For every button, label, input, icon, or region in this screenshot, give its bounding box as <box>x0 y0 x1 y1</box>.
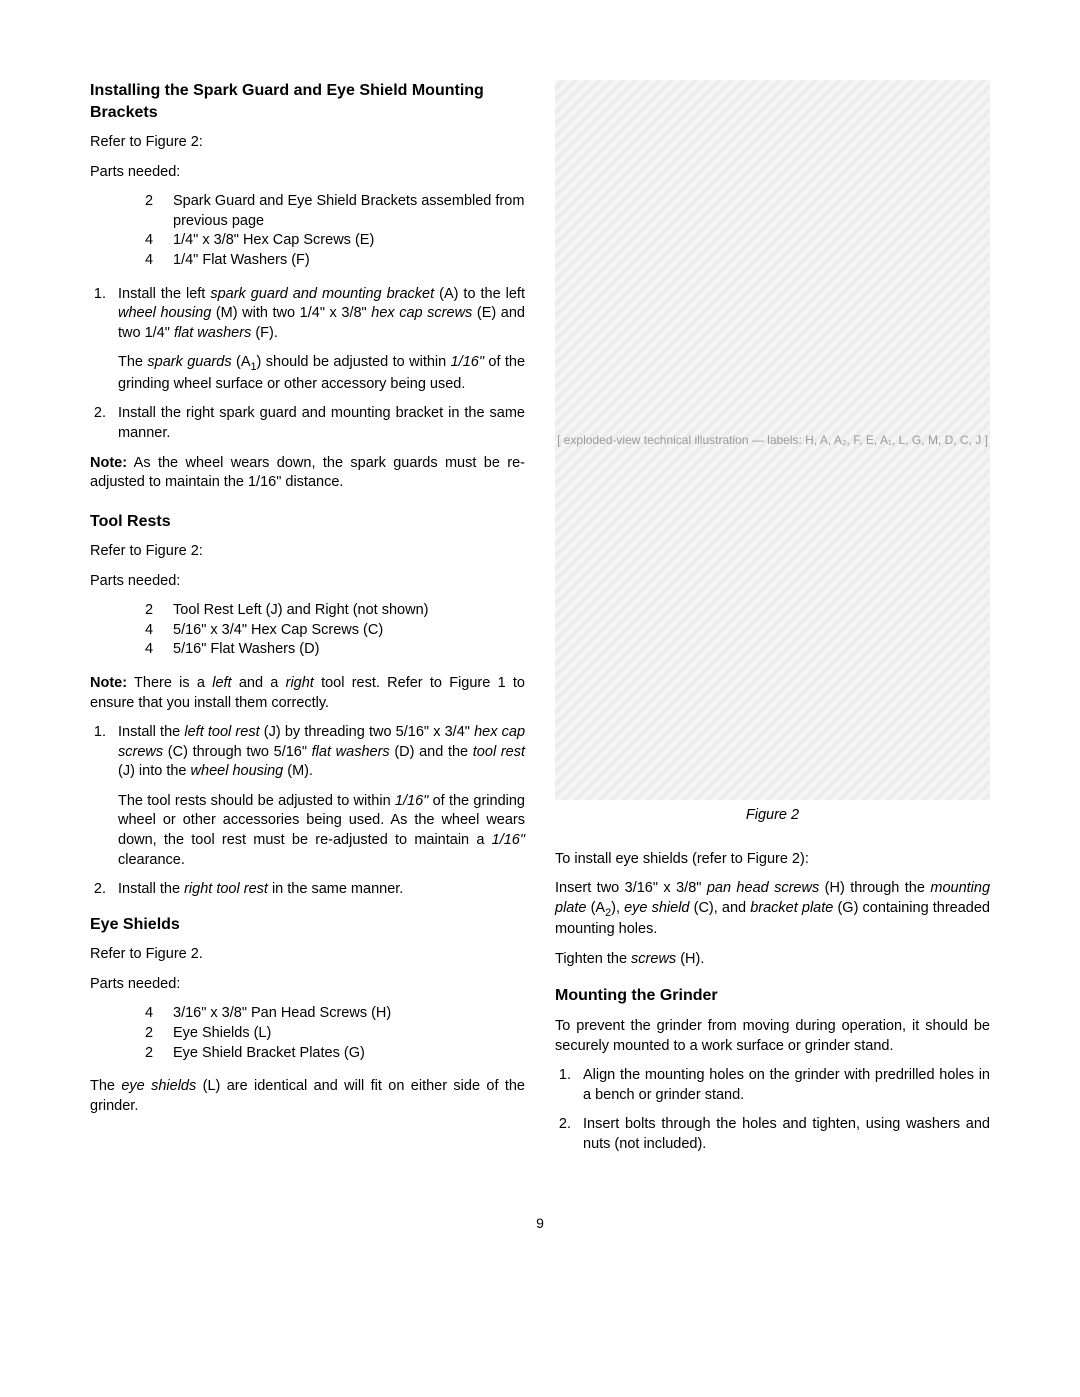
part-qty: 2 <box>145 192 173 231</box>
refer-text: Refer to Figure 2: <box>90 133 525 153</box>
step-item: Insert bolts through the holes and tight… <box>575 1115 990 1154</box>
parts-list-spark-guard: 2Spark Guard and Eye Shield Brackets ass… <box>90 192 525 270</box>
page-number: 9 <box>90 1214 990 1233</box>
part-desc: Eye Shields (L) <box>173 1024 271 1044</box>
part-desc: Eye Shield Bracket Plates (G) <box>173 1044 365 1064</box>
part-desc: Spark Guard and Eye Shield Brackets asse… <box>173 192 525 231</box>
step-text: Install the left spark guard and mountin… <box>118 286 525 341</box>
step-sub: The tool rests should be adjusted to wit… <box>118 792 525 870</box>
part-qty: 4 <box>145 621 173 641</box>
note-text: Note: As the wheel wears down, the spark… <box>90 454 525 493</box>
part-qty: 2 <box>145 1044 173 1064</box>
step-item: Install the right tool rest in the same … <box>110 880 525 900</box>
part-desc: Tool Rest Left (J) and Right (not shown) <box>173 601 428 621</box>
step-item: Install the left tool rest (J) by thread… <box>110 723 525 870</box>
parts-needed-label: Parts needed: <box>90 163 525 183</box>
heading-mounting-grinder: Mounting the Grinder <box>555 985 990 1007</box>
step-text: Install the right tool rest in the same … <box>118 881 403 897</box>
part-qty: 4 <box>145 231 173 251</box>
part-desc: 3/16" x 3/8" Pan Head Screws (H) <box>173 1004 391 1024</box>
part-desc: 5/16" Flat Washers (D) <box>173 640 319 660</box>
refer-text: Refer to Figure 2: <box>90 542 525 562</box>
note-text: Note: There is a left and a right tool r… <box>90 674 525 713</box>
heading-tool-rests: Tool Rests <box>90 511 525 533</box>
part-qty: 4 <box>145 640 173 660</box>
part-desc: 5/16" x 3/4" Hex Cap Screws (C) <box>173 621 383 641</box>
figure-caption: Figure 2 <box>555 806 990 826</box>
body-text: Insert two 3/16" x 3/8" pan head screws … <box>555 879 990 940</box>
heading-eye-shields: Eye Shields <box>90 914 525 936</box>
step-text: Install the right spark guard and mounti… <box>118 405 525 441</box>
body-text: To install eye shields (refer to Figure … <box>555 850 990 870</box>
step-item: Align the mounting holes on the grinder … <box>575 1066 990 1105</box>
step-text: Align the mounting holes on the grinder … <box>583 1067 990 1103</box>
part-qty: 4 <box>145 1004 173 1024</box>
heading-spark-guard: Installing the Spark Guard and Eye Shiel… <box>90 80 525 123</box>
parts-needed-label: Parts needed: <box>90 572 525 592</box>
step-sub: The spark guards (A1) should be adjusted… <box>118 353 525 394</box>
parts-needed-label: Parts needed: <box>90 975 525 995</box>
step-text: Insert bolts through the holes and tight… <box>583 1116 990 1152</box>
part-qty: 2 <box>145 601 173 621</box>
refer-text: Refer to Figure 2. <box>90 945 525 965</box>
step-item: Install the left spark guard and mountin… <box>110 285 525 395</box>
parts-list-tool-rests: 2Tool Rest Left (J) and Right (not shown… <box>90 601 525 660</box>
step-text: Install the left tool rest (J) by thread… <box>118 724 525 779</box>
figure-2-illustration: [ exploded-view technical illustration —… <box>555 80 990 800</box>
part-qty: 4 <box>145 251 173 271</box>
part-desc: 1/4" Flat Washers (F) <box>173 251 310 271</box>
body-text: The eye shields (L) are identical and wi… <box>90 1077 525 1116</box>
body-text: To prevent the grinder from moving durin… <box>555 1017 990 1056</box>
part-desc: 1/4" x 3/8" Hex Cap Screws (E) <box>173 231 374 251</box>
part-qty: 2 <box>145 1024 173 1044</box>
body-text: Tighten the screws (H). <box>555 950 990 970</box>
parts-list-eye-shields: 43/16" x 3/8" Pan Head Screws (H) 2Eye S… <box>90 1004 525 1063</box>
figure-placeholder-text: [ exploded-view technical illustration —… <box>557 432 988 448</box>
step-item: Install the right spark guard and mounti… <box>110 404 525 443</box>
